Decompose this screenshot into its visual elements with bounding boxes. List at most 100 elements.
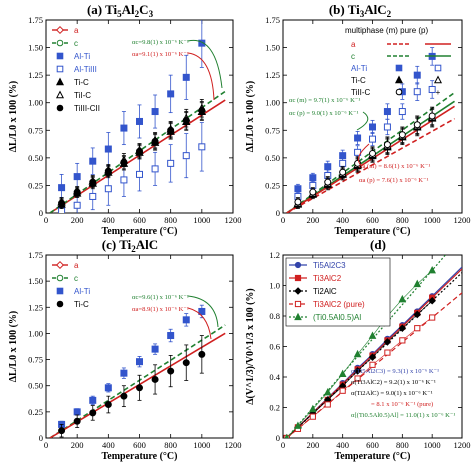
data-point: [89, 409, 97, 417]
annotation-alpha-c: αc=9.8(1) x 10⁻⁶ K⁻¹: [132, 39, 189, 46]
x-tick-label: 1200: [454, 215, 471, 225]
annotation-arrow: [356, 111, 369, 131]
data-point: [198, 143, 206, 151]
y-tick-label: 1.0: [269, 281, 280, 291]
chart-panel-1: (b) Ti3AlC2 0 200 400 600 800 1000 1200 0 0.25 0.5…: [245, 2, 471, 237]
x-tick-label: 400: [336, 440, 349, 450]
legend-marker: [56, 274, 64, 282]
legend-marker: [56, 104, 64, 112]
series-al-tiiii: [58, 122, 206, 213]
data-point: [136, 147, 143, 155]
data-point: [398, 294, 407, 303]
legend-marker: [56, 300, 64, 308]
annotations: αc (m) = 9.7(1) x 10⁻⁶ K⁻¹ αc (p) = 9.0(1…: [289, 97, 430, 184]
annotation-alpha: = 8.1 x 10⁻⁶ K⁻¹ (pure): [371, 401, 433, 408]
data-point: [198, 307, 206, 315]
data-point: [151, 137, 159, 145]
data-point: [284, 433, 289, 438]
legend-marker-p: [433, 75, 443, 84]
y-tick-label: 0.25: [28, 407, 43, 417]
data-point: [294, 421, 302, 429]
data-point: [369, 149, 376, 157]
data-point: [73, 188, 81, 196]
annotation-arrow: [187, 52, 215, 101]
data-point: [354, 134, 362, 142]
legend-marker: [56, 65, 64, 73]
series-ti-c: [58, 335, 206, 438]
y-tick-label: 1.75: [265, 15, 280, 25]
x-axis-label: Temperature (°C): [102, 451, 178, 462]
data-point: [294, 185, 302, 193]
data-point: [182, 152, 190, 160]
x-tick-label: 0: [44, 440, 48, 450]
data-point: [368, 331, 377, 339]
data-point: [309, 404, 317, 413]
data-point: [120, 124, 128, 132]
legend-label: a: [351, 40, 356, 49]
annotation-alpha: α(Ti3AlC2) = 9.2(1) x 10⁻⁶ K⁻¹: [351, 379, 436, 386]
data-point: [309, 413, 316, 420]
data-point: [104, 401, 112, 409]
y-tick-label: 1.00: [28, 98, 43, 108]
legend-marker: [56, 52, 64, 60]
data-point: [198, 350, 206, 358]
x-tick-label: 600: [133, 215, 146, 225]
annotation-arrow: [187, 295, 219, 328]
series-tiiii-cii: [58, 101, 206, 208]
data-point: [339, 159, 347, 167]
y-axis-label: Δ(V^1/3)/V0^1/3 x 100 (%): [245, 288, 256, 405]
x-tick-label: 400: [102, 440, 115, 450]
data-point: [136, 384, 143, 392]
legend-label: c: [74, 39, 78, 48]
legend-marker: [294, 261, 302, 269]
data-point: [120, 392, 128, 400]
annotation-alpha-a: αa=8.9(1) x 10⁻⁶ K⁻¹: [132, 306, 189, 313]
chart-title: (d): [370, 237, 386, 252]
y-tick-label: 0.75: [28, 125, 43, 135]
x-tick-label: 600: [133, 440, 146, 450]
annotation-alpha-c-m: αc (m) = 9.7(1) x 10⁻⁶ K⁻¹: [289, 97, 360, 104]
legend-marker: [55, 77, 65, 86]
legend-label: Al-Ti: [74, 287, 90, 296]
data-point: [136, 358, 143, 366]
data-point: [414, 325, 421, 332]
data-point: [398, 108, 406, 116]
x-tick-label: 1200: [225, 440, 242, 450]
y-tick-label: 1.50: [265, 43, 280, 53]
data-point: [89, 396, 97, 404]
legend: multiphase (m) pure (p) ac Al-Ti Ti-C TiII-C…: [345, 26, 451, 97]
y-tick-label: 0: [276, 208, 280, 218]
y-axis-label: ΔL/L0 x 100 (%): [8, 311, 19, 383]
data-point: [136, 170, 143, 178]
legend-marker-m: [395, 64, 403, 72]
annotations: αc=9.8(1) x 10⁻⁶ K⁻¹ αa=9.1(1) x 10⁻⁶ K⁻¹: [132, 39, 223, 101]
chart-panel-2: (c) Ti2AlC 0 200 400 600 800 1000 1200 0 0.25 0.50…: [8, 237, 242, 462]
legend-label: a: [74, 26, 79, 35]
data-point: [369, 123, 376, 131]
plot-area: [49, 304, 226, 438]
legend-marker: [294, 300, 302, 308]
y-tick-label: 1.00: [28, 328, 43, 338]
data-point: [167, 367, 175, 375]
legend-label: a: [74, 261, 79, 270]
data-point: [120, 369, 128, 377]
x-tick-label: 800: [396, 440, 409, 450]
data-point: [73, 417, 81, 425]
x-tick-label: 1000: [193, 215, 210, 225]
data-point: [182, 116, 190, 124]
chart-title: (b) Ti3AlC2: [329, 2, 392, 19]
legend-label: (Ti0.5Al0.5)Al: [313, 313, 361, 322]
series-al-ti: [294, 47, 436, 194]
data-point: [383, 141, 391, 149]
data-point: [324, 401, 331, 408]
legend-label: TiIII-CII: [74, 104, 100, 113]
y-tick-label: 1.25: [265, 70, 280, 80]
data-point: [428, 85, 436, 93]
x-tick-label: 200: [306, 440, 319, 450]
annotation-alpha-a: αa=9.1(1) x 10⁻⁶ K⁻¹: [132, 51, 189, 58]
legend-label: Ti-C: [74, 78, 89, 87]
data-point: [104, 384, 112, 392]
data-point: [120, 176, 128, 184]
data-point: [383, 338, 392, 346]
